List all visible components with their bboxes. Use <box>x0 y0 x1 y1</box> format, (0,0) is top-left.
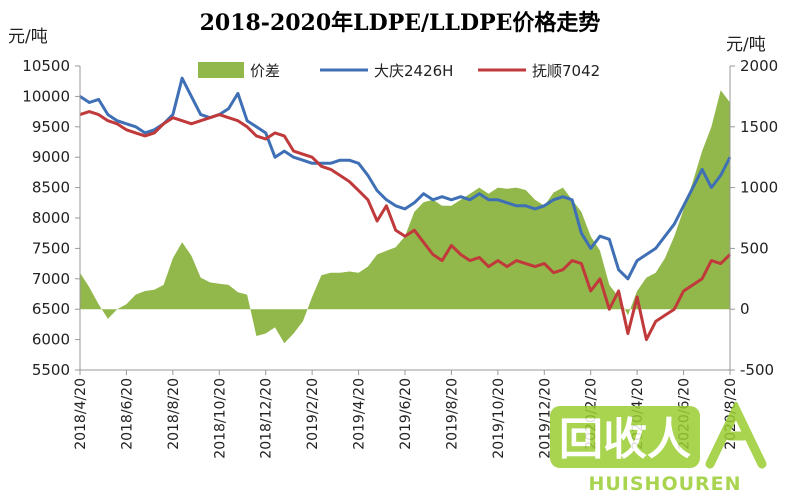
y-left-tick-label: 10000 <box>22 87 70 105</box>
y-left-tick-label: 7000 <box>32 270 70 288</box>
x-tick-label: 2018/12/20 <box>259 378 275 459</box>
brand-text: HUISHOUREN <box>588 473 741 494</box>
legend-swatch-spread <box>198 62 244 78</box>
chart-title: 2018-2020年LDPE/LLDPE价格走势 <box>200 10 601 36</box>
y-left-tick-label: 9000 <box>32 148 70 166</box>
x-tick-label: 2019/8/20 <box>444 378 460 450</box>
series-area-spread <box>80 90 730 344</box>
right-axis-unit: 元/吨 <box>726 35 766 55</box>
watermark-logo: 回收人 HUISHOUREN <box>550 402 767 494</box>
y-left-tick-label: 5500 <box>32 361 70 379</box>
y-left-tick-label: 10500 <box>22 57 70 75</box>
y-right-tick-label: 1500 <box>740 118 778 136</box>
y-left-tick-label: 8000 <box>32 209 70 227</box>
y-left-tick-label: 7500 <box>32 239 70 257</box>
x-tick-label: 2019/12/20 <box>537 378 553 459</box>
x-tick-label: 2018/6/20 <box>119 378 135 450</box>
y-left-tick-label: 6000 <box>32 331 70 349</box>
series-line-daqing <box>79 76 732 281</box>
y-left-tick-label: 6500 <box>32 300 70 318</box>
x-tick-label: 2018/4/20 <box>73 378 89 450</box>
x-tick-label: 2019/6/20 <box>398 378 414 450</box>
y-right-tick-label: 2000 <box>740 57 778 75</box>
y-right-tick-label: 500 <box>740 239 769 257</box>
x-tick-label: 2019/10/20 <box>491 378 507 459</box>
legend-label-daqing: 大庆2426H <box>374 62 453 80</box>
x-tick-label: 2018/8/20 <box>166 378 182 450</box>
logo-frame <box>550 406 700 468</box>
legend-label-spread: 价差 <box>250 62 280 80</box>
y-right-tick-label: -500 <box>740 361 774 379</box>
logo-person-icon <box>705 402 767 469</box>
y-left-tick-label: 8500 <box>32 179 70 197</box>
left-axis-unit: 元/吨 <box>8 27 48 47</box>
y-right-tick-label: 1000 <box>740 179 778 197</box>
x-tick-label: 2019/4/20 <box>352 378 368 450</box>
x-tick-label: 2019/2/20 <box>305 378 321 450</box>
series-line-fushun <box>79 110 732 342</box>
legend: 价差 大庆2426H 抚顺7042 <box>198 62 600 80</box>
legend-label-fushun: 抚顺7042 <box>532 62 600 80</box>
logo-text: 回收人 <box>559 414 691 465</box>
x-tick-label: 2018/10/20 <box>212 378 228 459</box>
y-right-tick-label: 0 <box>740 300 750 318</box>
plot-area <box>79 76 732 344</box>
y-left-tick-label: 9500 <box>32 118 70 136</box>
